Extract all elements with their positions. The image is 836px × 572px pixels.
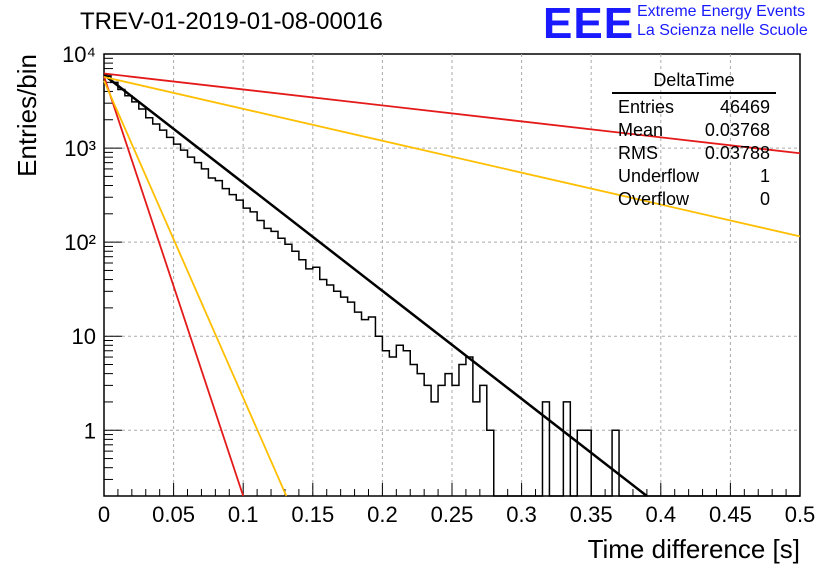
- fit-curve-1: [103, 75, 245, 497]
- tick-labels: 0 0.05 0.1 0.15 0.2 0.25 0.3 0.35 0.4 0.45 0.51101…: [62, 42, 815, 527]
- stats-label: Mean: [618, 120, 664, 140]
- stats-label: Overflow: [618, 189, 690, 209]
- stats-rows: Entries 46469 Mean 0.03768 RMS 0.03788 U…: [612, 96, 776, 211]
- x-tick-label: 0.4: [646, 502, 677, 527]
- x-tick-label: 0.3: [506, 502, 537, 527]
- x-axis-label: Time difference [s]: [588, 534, 800, 564]
- fit-curves: [103, 72, 801, 497]
- fit-curve-2: [103, 80, 288, 497]
- stats-value: 0.03768: [704, 120, 770, 140]
- x-tick-label: 0.1: [228, 502, 259, 527]
- ticks: [103, 53, 801, 497]
- logo-mark: EEE: [543, 0, 635, 48]
- histogram-outline: [104, 75, 800, 497]
- stats-value: 0: [759, 189, 770, 209]
- x-tick-label: 0.2: [367, 502, 398, 527]
- stats-row-entries: Entries 46469: [612, 96, 776, 119]
- y-tick-label: 10²: [64, 230, 96, 255]
- stats-row-overflow: Overflow 0: [612, 188, 776, 211]
- chart-title: TREV-01-2019-01-08-00016: [80, 8, 383, 35]
- fit-curve-0: [103, 73, 648, 497]
- fit-curve-3: [103, 72, 801, 155]
- x-tick-label: 0.05: [152, 502, 195, 527]
- stats-row-rms: RMS 0.03788: [612, 142, 776, 165]
- logo-line-2: La Scienza nelle Scuole: [637, 22, 808, 39]
- y-axis-label: Entries/bin: [12, 54, 42, 177]
- x-tick-label: 0.15: [291, 502, 334, 527]
- x-tick-label: 0.45: [709, 502, 752, 527]
- grid: [104, 54, 800, 496]
- y-tick-label: 1: [84, 418, 96, 443]
- stats-label: RMS: [618, 143, 658, 163]
- x-tick-label: 0.25: [431, 502, 474, 527]
- x-tick-label: 0.5: [785, 502, 816, 527]
- x-tick-label: 0.35: [570, 502, 613, 527]
- stats-title: DeltaTime: [612, 70, 776, 94]
- y-tick-label: 10⁴: [62, 42, 96, 67]
- histogram: [104, 75, 800, 497]
- logo-line-1: Extreme Energy Events: [637, 3, 806, 20]
- y-tick-label: 10: [72, 324, 96, 349]
- stats-value: 0.03788: [704, 143, 770, 163]
- stats-value: 1: [759, 166, 770, 186]
- stats-label: Underflow: [618, 166, 700, 186]
- x-tick-label: 0: [98, 502, 110, 527]
- fit-curve-4: [103, 76, 801, 238]
- stats-row-underflow: Underflow 1: [612, 165, 776, 188]
- y-tick-label: 10³: [64, 136, 96, 161]
- stats-label: Entries: [618, 97, 675, 117]
- stats-row-mean: Mean 0.03768: [612, 119, 776, 142]
- stats-box: DeltaTime Entries 46469 Mean 0.03768 RMS…: [612, 70, 776, 211]
- stats-value: 46469: [719, 97, 770, 117]
